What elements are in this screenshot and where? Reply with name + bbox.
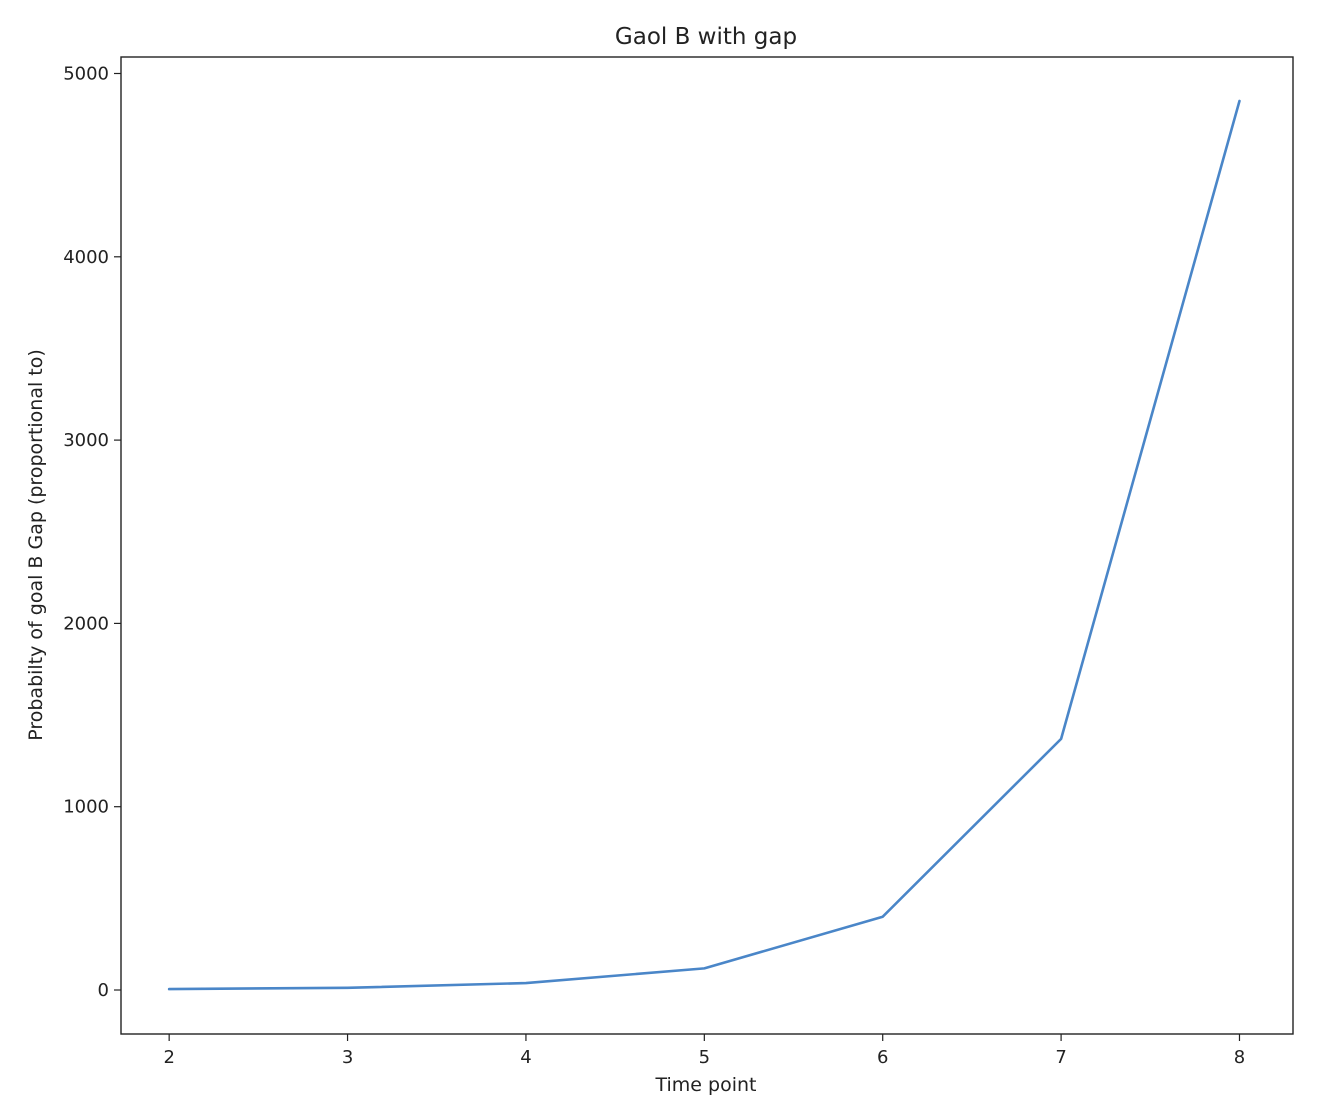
y-tick-label: 4000 (63, 247, 109, 268)
y-tick-label: 3000 (63, 430, 109, 451)
x-tick-label: 4 (520, 1047, 531, 1068)
x-tick-label: 7 (1055, 1047, 1066, 1068)
x-tick-label: 6 (877, 1047, 888, 1068)
y-tick-label: 5000 (63, 63, 109, 84)
series-line (167, 99, 1241, 991)
series-layer (167, 99, 1241, 991)
chart-title: Gaol B with gap (615, 24, 797, 50)
x-tick-label: 3 (342, 1047, 353, 1068)
y-tick-label: 0 (98, 980, 109, 1001)
x-tick-label: 8 (1234, 1047, 1245, 1068)
y-axis-label: Probabilty of goal B Gap (proportional t… (25, 349, 47, 741)
x-tick-label: 5 (699, 1047, 710, 1068)
y-tick-label: 1000 (63, 797, 109, 818)
y-tick-label: 2000 (63, 613, 109, 634)
x-axis-label: Time point (655, 1074, 757, 1096)
x-tick-label: 2 (163, 1047, 174, 1068)
plot-frame (120, 56, 1294, 1035)
ticks-layer: 2 3 4 5 6 7 8 0 1000 2000 3000 4000 5000 (63, 63, 1245, 1068)
